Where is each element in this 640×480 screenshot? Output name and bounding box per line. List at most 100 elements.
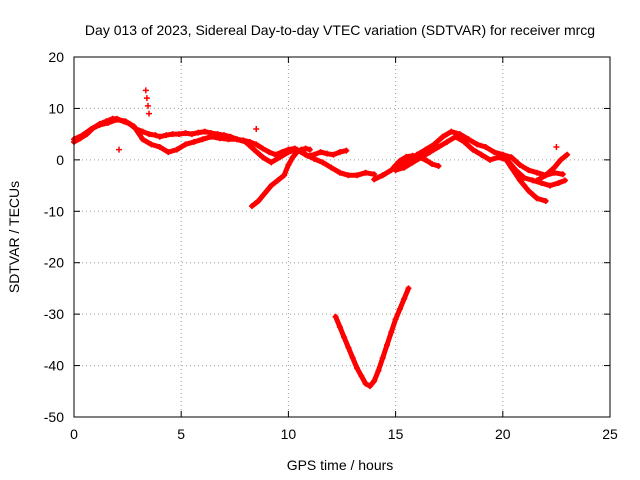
data-point bbox=[409, 152, 416, 159]
data-point bbox=[225, 136, 232, 143]
data-point bbox=[139, 128, 146, 135]
chart-title: Day 013 of 2023, Sidereal Day-to-day VTE… bbox=[85, 22, 595, 38]
data-point bbox=[362, 380, 369, 387]
data-point bbox=[317, 149, 324, 156]
data-point bbox=[362, 169, 369, 176]
data-point bbox=[341, 334, 348, 341]
y-tick-label: 0 bbox=[56, 152, 64, 168]
x-axis-label: GPS time / hours bbox=[287, 457, 394, 473]
series-track-c bbox=[248, 145, 313, 210]
data-point bbox=[478, 151, 485, 158]
data-point bbox=[525, 187, 532, 194]
data-point bbox=[366, 383, 373, 390]
x-tick-label: 25 bbox=[602, 426, 618, 442]
data-point bbox=[146, 110, 153, 117]
data-point bbox=[259, 154, 266, 161]
data-point bbox=[289, 154, 296, 161]
data-point bbox=[465, 136, 472, 143]
y-tick-label: 20 bbox=[48, 49, 64, 65]
data-point bbox=[508, 154, 515, 161]
data-point bbox=[525, 167, 532, 174]
data-point bbox=[139, 136, 146, 143]
data-point bbox=[435, 163, 442, 170]
data-point bbox=[163, 132, 170, 139]
data-point bbox=[474, 141, 481, 148]
data-point bbox=[182, 141, 189, 148]
y-tick-label: -20 bbox=[44, 255, 64, 271]
data-point bbox=[336, 324, 343, 330]
data-point bbox=[358, 372, 365, 379]
data-point bbox=[390, 164, 397, 171]
series-spike-points bbox=[116, 87, 560, 153]
data-point bbox=[311, 155, 318, 162]
y-tick-label: -30 bbox=[44, 306, 64, 322]
data-point bbox=[396, 306, 403, 312]
data-point bbox=[403, 153, 410, 160]
data-point bbox=[444, 138, 451, 145]
data-point bbox=[144, 102, 151, 109]
data-point bbox=[461, 138, 468, 145]
y-tick-label: -50 bbox=[44, 409, 64, 425]
x-tick-label: 0 bbox=[70, 426, 78, 442]
data-point bbox=[169, 131, 176, 138]
data-point bbox=[516, 177, 523, 184]
data-point bbox=[323, 150, 330, 157]
data-point bbox=[266, 149, 273, 156]
data-point bbox=[272, 151, 279, 158]
data-point bbox=[146, 131, 153, 138]
data-point bbox=[534, 195, 541, 202]
data-point bbox=[491, 149, 498, 156]
data-point bbox=[281, 172, 288, 179]
data-point bbox=[435, 144, 442, 150]
data-point bbox=[199, 136, 206, 143]
data-point bbox=[345, 344, 352, 351]
data-point bbox=[248, 203, 255, 210]
data-point bbox=[354, 365, 361, 372]
data-point bbox=[559, 171, 566, 178]
data-point bbox=[302, 145, 309, 152]
data-point bbox=[173, 146, 180, 153]
data-point bbox=[499, 151, 506, 158]
data-point bbox=[96, 121, 103, 128]
data-point bbox=[152, 132, 159, 139]
data-point bbox=[208, 133, 215, 140]
y-tick-label: -10 bbox=[44, 203, 64, 219]
data-point bbox=[416, 154, 423, 161]
data-point bbox=[216, 135, 223, 142]
data-point bbox=[156, 144, 163, 150]
series-track-g bbox=[499, 151, 566, 179]
data-point bbox=[551, 164, 558, 171]
data-point bbox=[431, 141, 438, 148]
series-track-e bbox=[371, 128, 549, 204]
y-tick-label: 10 bbox=[48, 100, 64, 116]
data-point bbox=[233, 136, 240, 143]
data-point bbox=[371, 176, 378, 183]
data-point bbox=[113, 116, 120, 123]
data-point bbox=[349, 354, 356, 361]
data-point bbox=[456, 131, 463, 138]
data-point bbox=[285, 162, 292, 168]
data-point bbox=[148, 141, 155, 148]
data-point bbox=[276, 154, 283, 161]
data-point bbox=[165, 149, 172, 156]
data-point bbox=[142, 87, 149, 94]
data-point bbox=[561, 177, 568, 184]
data-point bbox=[542, 172, 549, 179]
data-point bbox=[336, 149, 343, 156]
data-point bbox=[285, 149, 292, 156]
data-point bbox=[343, 147, 350, 154]
data-point bbox=[388, 329, 395, 336]
data-point bbox=[542, 198, 549, 204]
data-point bbox=[345, 172, 352, 179]
data-point bbox=[122, 118, 129, 125]
data-point bbox=[469, 146, 476, 153]
data-point bbox=[298, 146, 305, 153]
data-point bbox=[426, 149, 433, 156]
x-tick-label: 10 bbox=[281, 426, 297, 442]
series-track-h bbox=[534, 151, 571, 184]
data-point bbox=[354, 172, 361, 179]
data-point bbox=[553, 144, 560, 150]
data-point bbox=[336, 169, 343, 176]
data-point bbox=[379, 172, 386, 179]
data-point bbox=[401, 295, 408, 302]
